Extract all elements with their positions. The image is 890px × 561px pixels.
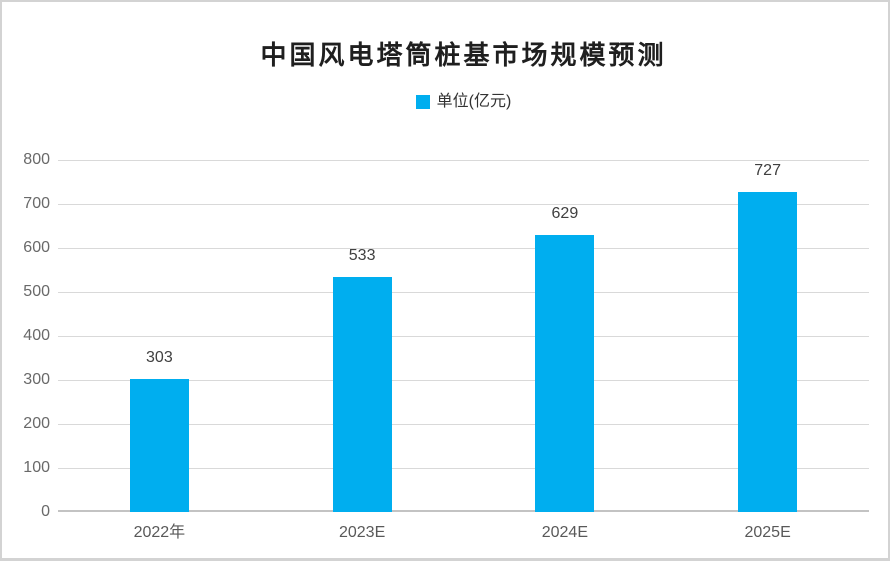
x-axis-label: 2024E	[541, 524, 588, 541]
legend: 单位(亿元)	[58, 93, 869, 111]
gridline	[58, 423, 869, 425]
gridline	[58, 335, 869, 337]
bar	[535, 235, 595, 512]
y-axis-tick-label: 200	[23, 415, 50, 432]
y-axis-tick-label: 600	[23, 239, 50, 256]
bar-value-label: 727	[754, 162, 781, 180]
bar	[332, 277, 392, 512]
y-axis-tick-label: 500	[23, 283, 50, 300]
bar-value-label: 303	[146, 348, 173, 366]
legend-label: 单位(亿元)	[436, 93, 512, 110]
x-axis-label: 2025E	[744, 524, 791, 541]
x-axis-line	[58, 510, 869, 512]
chart-title: 中国风电塔筒桩基市场规模预测	[260, 41, 667, 71]
y-axis-tick-label: 800	[23, 151, 50, 168]
bar-value-label: 629	[551, 205, 579, 223]
bar	[738, 192, 798, 512]
y-axis-tick-label: 0	[41, 503, 50, 520]
y-axis-tick-label: 400	[23, 327, 50, 344]
y-axis-tick-label: 700	[23, 195, 50, 212]
plot-area: 303 533 629 727	[58, 159, 869, 512]
gridline	[58, 379, 869, 381]
gridline	[58, 467, 869, 469]
gridline	[58, 203, 869, 205]
legend-swatch-icon	[415, 95, 430, 109]
gridline	[58, 291, 869, 293]
y-axis-tick-label: 100	[23, 459, 50, 476]
bar-value-label: 533	[348, 247, 376, 265]
x-axis-label: 2022年	[133, 524, 186, 541]
y-axis-tick-label: 300	[23, 371, 50, 388]
bar	[129, 378, 189, 512]
gridline	[58, 247, 869, 249]
x-axis-label: 2023E	[338, 524, 386, 541]
gridline	[58, 159, 869, 161]
